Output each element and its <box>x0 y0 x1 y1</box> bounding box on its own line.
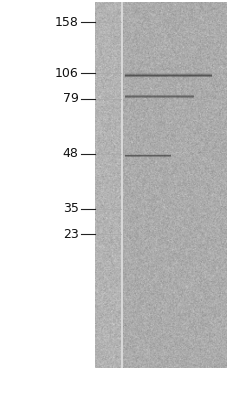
Bar <box>125 98 193 99</box>
Bar <box>125 94 193 95</box>
Bar <box>125 152 170 153</box>
Bar <box>125 154 170 155</box>
Bar <box>125 155 170 156</box>
Text: 158: 158 <box>54 16 78 29</box>
Bar <box>125 75 211 76</box>
Bar <box>125 95 193 96</box>
Bar <box>120 2 123 368</box>
Bar <box>125 157 170 158</box>
Bar <box>125 156 170 157</box>
Bar <box>125 72 211 73</box>
Bar <box>125 96 193 97</box>
Text: 23: 23 <box>63 228 78 241</box>
Bar <box>125 74 211 75</box>
Text: 106: 106 <box>55 67 78 80</box>
Bar <box>125 76 211 77</box>
Text: 35: 35 <box>62 202 78 215</box>
Bar <box>125 93 193 94</box>
Bar <box>125 97 193 98</box>
Bar <box>125 73 211 74</box>
Bar <box>125 158 170 159</box>
Bar <box>125 77 211 78</box>
Text: 79: 79 <box>62 92 78 106</box>
Bar <box>125 78 211 79</box>
Bar <box>125 153 170 154</box>
Bar <box>125 71 211 72</box>
Bar <box>125 99 193 100</box>
Text: 48: 48 <box>62 147 78 160</box>
